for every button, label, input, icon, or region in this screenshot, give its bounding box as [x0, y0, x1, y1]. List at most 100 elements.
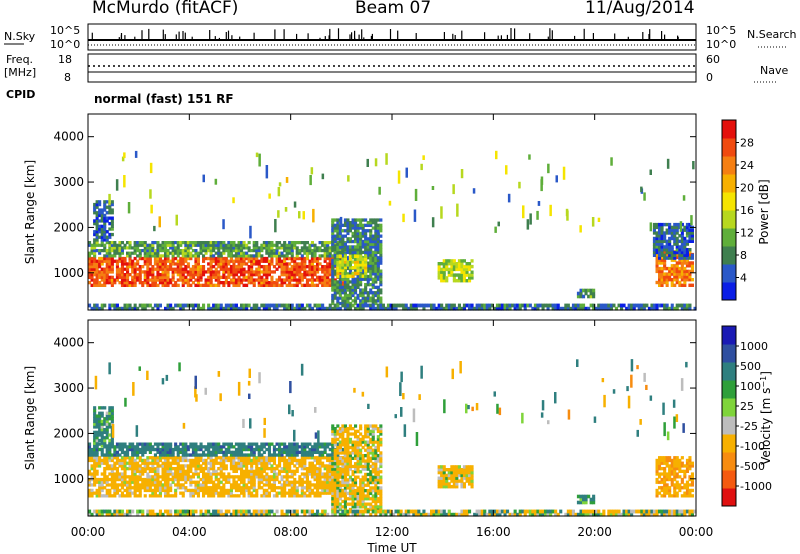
heatmap-cell — [675, 278, 679, 282]
heatmap-cell — [136, 494, 140, 498]
heatmap-cell — [280, 273, 284, 277]
heatmap-cell — [115, 461, 119, 465]
heatmap-cell — [186, 453, 190, 457]
heatmap-cell — [153, 456, 157, 460]
heatmap-cell — [138, 488, 142, 493]
heatmap-cell — [237, 270, 241, 274]
heatmap-cell — [341, 234, 345, 238]
heatmap-cell — [326, 273, 330, 277]
heatmap-cell — [138, 273, 142, 277]
heatmap-cell — [146, 445, 150, 449]
heatmap-cell — [260, 249, 264, 253]
heatmap-cell — [93, 477, 97, 482]
heatmap-cell — [278, 486, 282, 490]
heatmap-cell — [690, 236, 694, 241]
heatmap-cell — [93, 278, 97, 282]
heatmap-cell — [169, 243, 173, 247]
heatmap-cell — [166, 469, 170, 473]
heatmap-cell — [247, 456, 251, 460]
heatmap-cell — [346, 288, 350, 292]
heatmap-cell — [285, 480, 289, 484]
heatmap-cell — [250, 477, 254, 482]
heatmap-cell — [680, 306, 684, 311]
heatmap-cell — [217, 278, 221, 282]
heatmap-cell — [283, 442, 287, 446]
heatmap-cell — [331, 464, 335, 469]
date-title: 11/Aug/2014 — [585, 0, 695, 18]
heatmap-cell — [333, 462, 337, 466]
heatmap-cell — [138, 458, 142, 463]
heatmap-cell — [169, 251, 173, 255]
heatmap-cell — [278, 254, 282, 258]
heatmap-cell — [528, 303, 532, 308]
heatmap-cell — [242, 267, 246, 271]
heatmap-cell — [186, 477, 190, 482]
heatmap-cell — [237, 251, 241, 255]
heatmap-cell — [374, 272, 378, 276]
heatmap-cell — [153, 491, 157, 495]
heatmap-cell — [369, 239, 373, 244]
heatmap-cell — [278, 246, 282, 250]
heatmap-cell — [670, 256, 674, 260]
heatmap-cell — [194, 270, 198, 274]
heatmap-cell — [250, 262, 254, 266]
heatmap-cell — [359, 299, 363, 303]
heatmap-cell — [346, 478, 350, 482]
heatmap-cell — [326, 467, 330, 471]
heatmap-cell — [663, 256, 667, 260]
heatmap-cell — [174, 458, 178, 463]
heatmap-cell — [665, 245, 669, 249]
heatmap-cell — [265, 265, 269, 269]
heatmap-cell — [222, 491, 226, 495]
heatmap-cell — [336, 486, 340, 490]
heatmap-cell — [371, 301, 375, 306]
heatmap-cell — [392, 303, 396, 308]
heatmap-cell — [207, 278, 211, 282]
heatmap-cell — [690, 256, 694, 260]
heatmap-cell — [247, 491, 251, 495]
heatmap-cell — [660, 250, 664, 255]
heatmap-cell — [688, 228, 692, 232]
heatmap-cell — [685, 264, 689, 268]
heatmap-cell — [232, 450, 236, 454]
heatmap-cell — [338, 280, 342, 284]
heatmap-cell — [88, 265, 92, 269]
heatmap-cell — [280, 243, 284, 247]
heatmap-cell — [110, 411, 114, 415]
heatmap-cell — [103, 275, 107, 279]
heatmap-cell — [204, 447, 208, 452]
heatmap-cell — [348, 306, 352, 311]
heatmap-cell — [88, 262, 92, 266]
heatmap-cell — [359, 301, 363, 306]
heatmap-cell — [143, 259, 147, 263]
heatmap-cell — [242, 456, 246, 460]
heatmap-cell — [333, 475, 337, 479]
heatmap-cell — [212, 450, 216, 454]
heatmap-cell — [290, 259, 294, 263]
heatmap-cell — [310, 445, 314, 449]
heatmap-cell — [199, 275, 203, 279]
heatmap-cell — [310, 488, 314, 493]
heatmap-cell — [658, 261, 662, 265]
heatmap-cell — [212, 483, 216, 487]
heatmap-cell — [308, 491, 312, 495]
heatmap-cell — [288, 306, 292, 311]
heatmap-cell — [445, 267, 449, 272]
heatmap-cell — [191, 442, 195, 446]
heatmap-cell — [161, 488, 165, 493]
heatmap-cell — [288, 243, 292, 247]
heatmap-cell — [133, 256, 137, 261]
heatmap-cell — [343, 448, 347, 452]
heatmap-cell — [186, 475, 190, 479]
heatmap-cell — [146, 273, 150, 277]
heatmap-cell — [331, 456, 335, 460]
heatmap-cell — [128, 306, 132, 311]
heatmap-cell — [308, 283, 312, 287]
heatmap-cell — [260, 445, 264, 449]
heatmap-cell — [138, 249, 142, 253]
heatmap-cell — [108, 306, 112, 311]
heatmap-cell — [346, 462, 350, 466]
heatmap-cell — [460, 169, 464, 179]
heatmap-cell — [298, 445, 302, 449]
heatmap-cell — [379, 239, 383, 244]
